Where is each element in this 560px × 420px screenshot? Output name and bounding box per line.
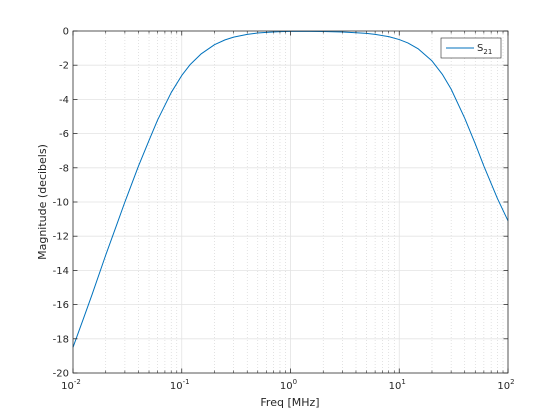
legend-entry-s21: S21	[477, 43, 492, 56]
y-tick-label: -10	[53, 198, 69, 209]
legend-entry-subscript: 21	[483, 48, 492, 56]
legend-entry-main: S	[477, 43, 483, 54]
x-tick-label: 101	[389, 378, 406, 392]
x-tick-label: 10-1	[170, 378, 190, 392]
x-tick-label: 102	[497, 378, 514, 392]
x-axis-label: Freq [MHz]	[260, 396, 319, 409]
ticks-layer	[72, 30, 509, 374]
y-tick-label: -18	[53, 334, 69, 345]
y-tick-label: -16	[53, 300, 69, 311]
y-tick-label: -2	[59, 61, 69, 72]
y-axis-label: Magnitude (decibels)	[36, 144, 49, 260]
y-tick-label: -12	[53, 232, 69, 243]
x-tick-label: 100	[280, 378, 297, 392]
x-tick-labels: 10-2 10-1 100 101 102	[61, 378, 514, 392]
y-tick-label: -6	[59, 129, 69, 140]
y-tick-label: -4	[59, 95, 69, 106]
y-tick-label: 0	[63, 27, 69, 38]
x-tick-label: 10-2	[61, 378, 81, 392]
y-tick-labels: 0 -2 -4 -6 -8 -10 -12 -14 -16 -18 -20	[53, 27, 69, 380]
y-tick-label: -20	[53, 369, 69, 380]
legend: S21	[440, 37, 502, 59]
y-tick-label: -8	[59, 163, 69, 174]
y-tick-label: -14	[53, 266, 69, 277]
